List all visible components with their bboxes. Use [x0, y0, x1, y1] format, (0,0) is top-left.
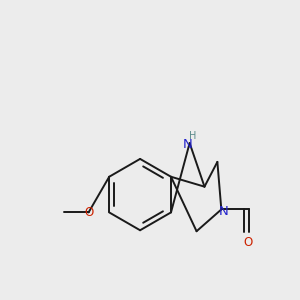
Text: N: N [218, 205, 228, 218]
Text: O: O [84, 206, 93, 219]
Text: H: H [189, 131, 196, 141]
Text: N: N [183, 138, 193, 151]
Text: O: O [244, 236, 253, 249]
